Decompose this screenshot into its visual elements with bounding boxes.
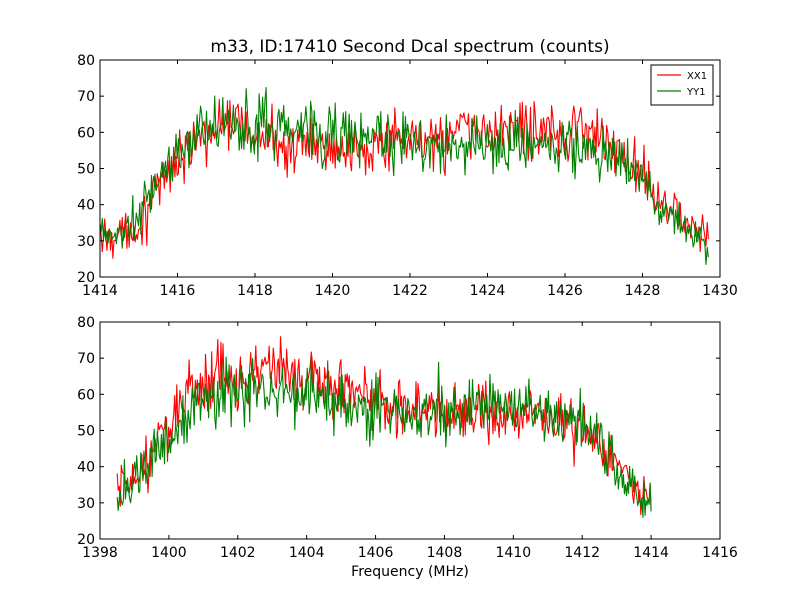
y-tick-label: 70 [77, 89, 95, 105]
x-tick-label: 1428 [625, 283, 661, 299]
x-tick-label: 1406 [358, 545, 394, 561]
x-tick-label: 1418 [237, 283, 273, 299]
x-tick-label: 1414 [633, 545, 669, 561]
y-tick-label: 30 [77, 234, 95, 250]
legend-label: XX1 [687, 71, 707, 82]
x-tick-label: 1398 [82, 545, 118, 561]
y-tick-label: 30 [77, 496, 95, 512]
x-tick-label: 1420 [315, 283, 351, 299]
series-line-xx1 [99, 98, 709, 259]
y-tick-label: 60 [77, 125, 95, 141]
x-tick-label: 1416 [702, 545, 738, 561]
top-spectrum-plot: 1414 1416 1418 1420 1422 1424 1426 1428 1430 20 30… [77, 53, 738, 299]
y-tick-label: 40 [77, 198, 95, 214]
bottom-spectrum-plot: 1398 1400 1402 1404 1406 1408 1410 1412 1414 1416… [77, 315, 738, 561]
x-tick-label: 1422 [392, 283, 428, 299]
y-tick-label: 80 [77, 315, 95, 331]
y-tick-label: 60 [77, 387, 95, 403]
y-tick-label: 40 [77, 460, 95, 476]
x-tick-label: 1404 [289, 545, 325, 561]
y-tick-label: 50 [77, 424, 95, 440]
y-tick-label: 20 [77, 270, 95, 286]
legend-box [650, 64, 714, 106]
x-tick-label: 1414 [82, 283, 118, 299]
x-tick-label: 1408 [427, 545, 463, 561]
x-tick-label: 1412 [564, 545, 600, 561]
x-tick-label: 1416 [160, 283, 196, 299]
legend-label: YY1 [686, 87, 706, 98]
x-tick-label: 1402 [220, 545, 256, 561]
series-line-series-1 [116, 336, 652, 516]
figure-title: m33, ID:17410 Second Dcal spectrum (coun… [210, 37, 609, 57]
y-tick-label: 80 [77, 53, 95, 69]
x-axis-label: Frequency (MHz) [351, 564, 469, 580]
axes-frame [99, 321, 721, 540]
x-tick-label: 1430 [702, 283, 738, 299]
x-tick-label: 1400 [151, 545, 187, 561]
y-tick-label: 20 [77, 532, 95, 548]
series-line-yy1 [99, 87, 709, 265]
series-line-series-2 [116, 356, 652, 518]
x-tick-label: 1426 [547, 283, 583, 299]
x-tick-label: 1424 [470, 283, 506, 299]
y-tick-label: 70 [77, 351, 95, 367]
y-tick-label: 50 [77, 162, 95, 178]
x-tick-label: 1410 [496, 545, 532, 561]
